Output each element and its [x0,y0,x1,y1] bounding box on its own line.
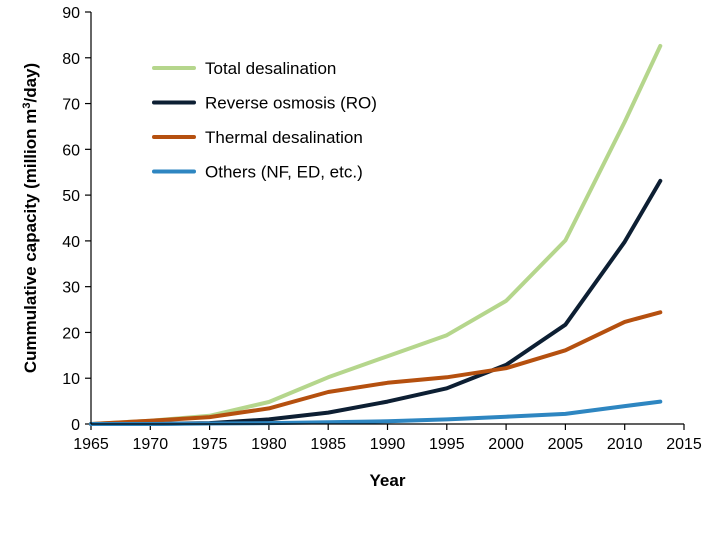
y-tick-label: 20 [62,325,80,342]
x-axis-title: Year [370,471,406,490]
x-tick-label: 1965 [73,436,109,453]
y-tick-label: 90 [62,5,80,22]
x-axis-ticks: 1965 1970 1975 1980 1985 1990 1995 2000 2005 2010… [73,424,702,453]
x-tick-label: 1970 [133,436,169,453]
y-axis-title-superscript: 3 [21,103,33,109]
y-axis-title-tail: /day) [21,63,40,103]
y-tick-label: 10 [62,371,80,388]
x-tick-label: 1985 [310,436,346,453]
y-tick-label: 60 [62,142,80,159]
y-axis-ticks: 0 10 20 30 40 50 60 70 80 90 [62,5,91,434]
y-tick-label: 50 [62,188,80,205]
y-axis-title-main: Cummulative capacity (million m [21,109,40,374]
x-tick-label: 1990 [370,436,406,453]
x-tick-label: 2000 [488,436,524,453]
legend-label: Total desalination [205,59,336,78]
x-tick-label: 1995 [429,436,465,453]
series-line [89,310,663,426]
legend-label: Reverse osmosis (RO) [205,94,377,113]
y-tick-label: 30 [62,280,80,297]
y-tick-label: 70 [62,97,80,114]
x-tick-label: 1980 [251,436,287,453]
y-tick-label: 0 [71,417,80,434]
y-tick-label: 40 [62,234,80,251]
y-axis-title: Cummulative capacity (million m3/day) [21,63,40,373]
x-tick-label: 2015 [666,436,702,453]
legend-label: Thermal desalination [205,128,363,147]
x-tick-label: 2010 [607,436,643,453]
legend: Total desalination Reverse osmosis (RO) Th… [152,59,377,182]
x-tick-label: 1975 [192,436,228,453]
y-tick-label: 80 [62,51,80,68]
x-tick-label: 2005 [548,436,584,453]
legend-label: Others (NF, ED, etc.) [205,163,363,182]
